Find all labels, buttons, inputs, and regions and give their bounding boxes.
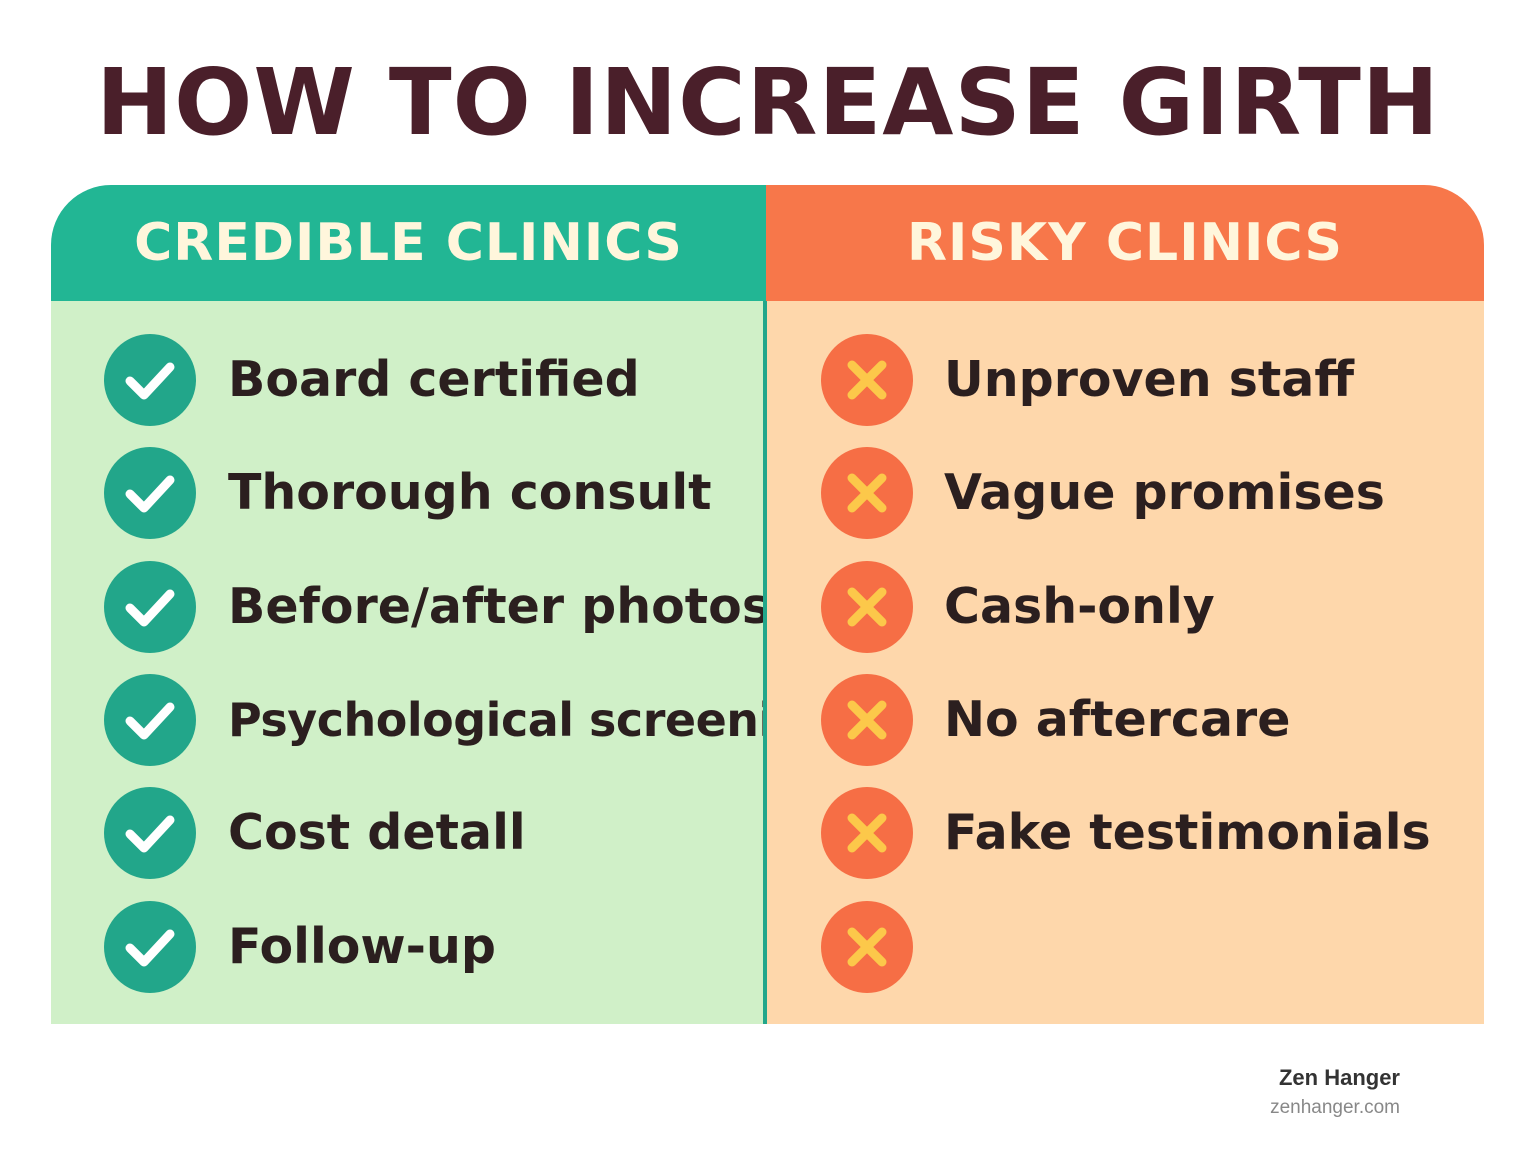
risky-item: Unproven staff: [766, 334, 1484, 426]
brand-url: zenhanger.com: [1270, 1097, 1400, 1118]
risky-item: No aftercare: [766, 674, 1484, 766]
credible-item-label: Cost detall: [228, 804, 526, 861]
check-icon: [104, 447, 196, 539]
page-title: HOW TO INCREASE GIRTH: [96, 49, 1440, 156]
credible-item-label: Follow-up: [228, 918, 496, 975]
risky-item-label: Unproven staff: [944, 351, 1355, 408]
x-icon: [821, 787, 913, 879]
risky-item: Fake testimonials: [766, 787, 1484, 879]
risky-column: RISKY CLINICS Unproven staff Vague promi…: [766, 185, 1484, 1024]
check-icon: [104, 561, 196, 653]
credible-item: Cost detall: [51, 787, 766, 879]
x-icon: [821, 674, 913, 766]
risky-item: Cash-only: [766, 561, 1484, 653]
column-divider: [763, 301, 767, 1024]
x-icon: [821, 901, 913, 993]
credible-item-label: Board certified: [228, 351, 640, 408]
credible-item-label: Before/after photos: [228, 578, 771, 635]
check-icon: [104, 901, 196, 993]
credible-item: Before/after photos: [51, 561, 771, 653]
risky-item-label: Fake testimonials: [944, 804, 1431, 861]
credible-heading: CREDIBLE CLINICS: [51, 185, 766, 301]
x-icon: [821, 561, 913, 653]
risky-list: Unproven staff Vague promises Cash-only …: [766, 301, 1484, 1024]
credible-list: Board certified Thorough consult Before/…: [51, 301, 839, 1024]
credible-item: Psychological screening: [51, 674, 839, 766]
x-icon: [821, 334, 913, 426]
credible-column: CREDIBLE CLINICS Board certified Thoroug…: [51, 185, 839, 1024]
comparison-table: CREDIBLE CLINICS Board certified Thoroug…: [51, 185, 1484, 1024]
risky-item-label: Cash-only: [944, 578, 1215, 635]
check-icon: [104, 674, 196, 766]
credible-item: Follow-up: [51, 901, 766, 993]
risky-item: Vague promises: [766, 447, 1484, 539]
x-icon: [821, 447, 913, 539]
credible-item: Board certified: [51, 334, 766, 426]
risky-item-label: No aftercare: [944, 691, 1291, 748]
risky-item-label: Vague promises: [944, 464, 1385, 521]
risky-item: [766, 901, 1484, 993]
brand-name: Zen Hanger: [1278, 1065, 1400, 1090]
credible-item: Thorough consult: [51, 447, 766, 539]
brand-credit: Zen Hanger zenhanger.com: [1270, 1064, 1400, 1124]
credible-item-label: Psychological screening: [228, 693, 839, 747]
risky-heading: RISKY CLINICS: [766, 185, 1484, 301]
check-icon: [104, 787, 196, 879]
check-icon: [104, 334, 196, 426]
credible-item-label: Thorough consult: [228, 464, 712, 521]
